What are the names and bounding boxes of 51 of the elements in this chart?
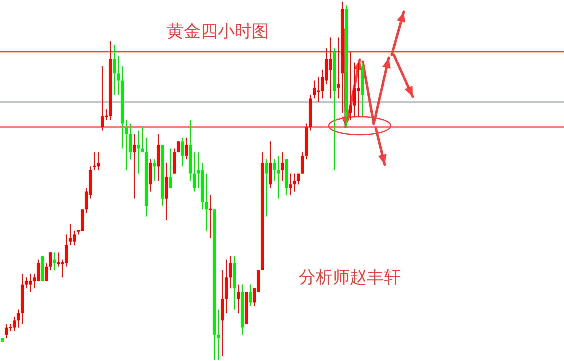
candlestick xyxy=(217,309,220,360)
candlestick xyxy=(281,152,284,182)
candlestick xyxy=(5,324,8,340)
candlestick xyxy=(69,223,72,246)
candlestick xyxy=(37,259,40,282)
candlestick xyxy=(49,252,52,271)
candlestick xyxy=(125,120,128,171)
candlestick xyxy=(317,76,320,103)
candlestick xyxy=(25,277,28,289)
text: 黄金四小时图 xyxy=(167,22,269,42)
candlestick xyxy=(153,159,156,182)
candlestick xyxy=(277,155,280,200)
candlestick xyxy=(73,230,76,246)
candlestick xyxy=(265,159,268,218)
candlestick xyxy=(289,173,292,196)
candlestick xyxy=(293,173,296,192)
candlestick xyxy=(13,316,16,332)
candlestick xyxy=(141,126,144,153)
candlestick xyxy=(29,274,32,292)
candlestick xyxy=(157,134,160,182)
candlestick xyxy=(113,44,116,96)
candlestick xyxy=(313,80,316,100)
candlestick xyxy=(229,256,232,289)
candlestick xyxy=(193,152,196,192)
candlestick xyxy=(137,130,140,174)
candlestick xyxy=(17,309,20,328)
candlestick xyxy=(117,55,120,96)
candlestick xyxy=(57,252,60,268)
candlestick xyxy=(97,152,100,171)
candlestick xyxy=(65,234,68,268)
candlestick xyxy=(53,252,56,271)
candlestick xyxy=(221,270,224,357)
candlestick xyxy=(169,148,172,189)
candlestick xyxy=(205,173,208,232)
candlestick xyxy=(165,162,168,221)
candlestick xyxy=(133,134,136,200)
candlestick xyxy=(181,138,184,168)
candlestick xyxy=(273,159,276,182)
candlestick xyxy=(237,284,240,314)
candlestick xyxy=(45,262,48,282)
candlestick xyxy=(269,141,272,189)
candlestick xyxy=(93,152,96,171)
annotation: 分析师赵丰轩 xyxy=(299,268,401,288)
candlestick xyxy=(209,194,212,239)
candlestick xyxy=(185,138,188,160)
candlestick xyxy=(173,148,176,174)
candlestick xyxy=(225,259,228,314)
candlestick xyxy=(249,284,252,307)
candlestick xyxy=(301,152,304,174)
candlestick xyxy=(129,123,132,160)
candlestick xyxy=(149,159,152,192)
